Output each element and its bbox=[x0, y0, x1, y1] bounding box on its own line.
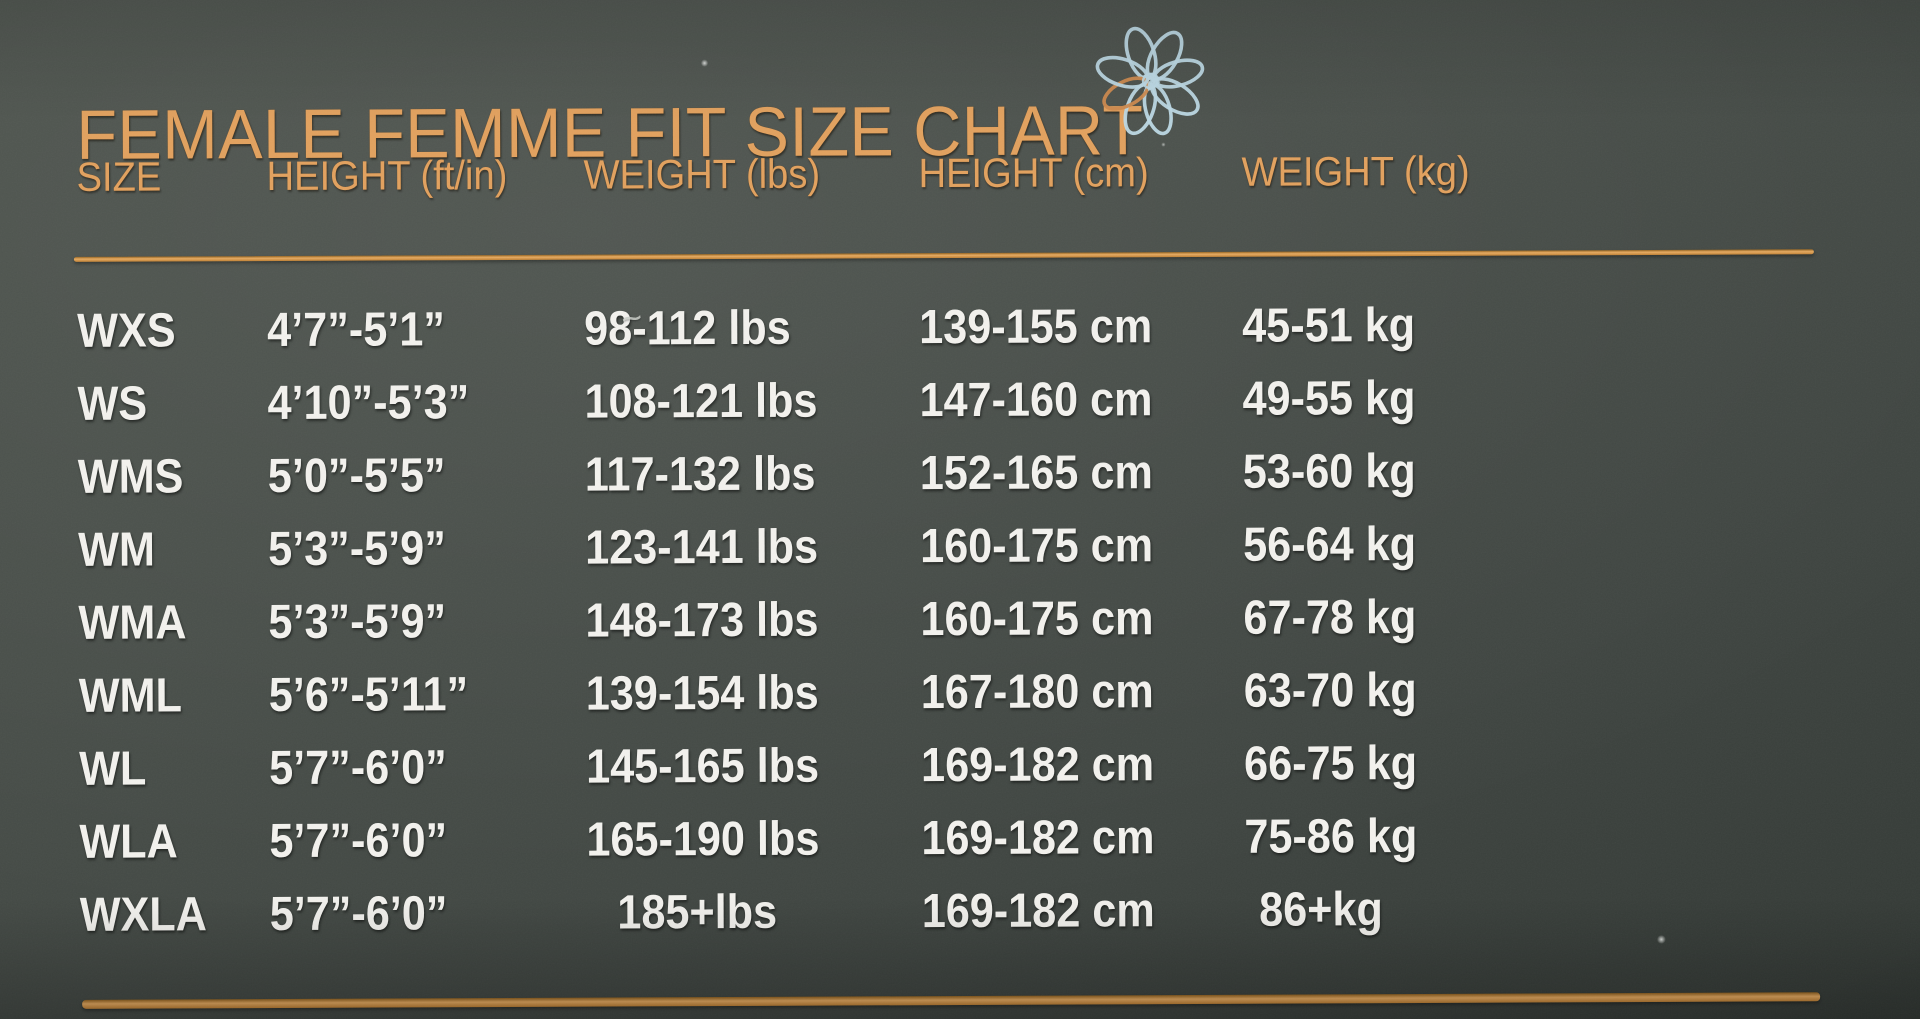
height-ftin-cell: 5’7”-6’0” bbox=[269, 887, 448, 942]
height-ftin-cell: 4’10”-5’3” bbox=[267, 376, 470, 431]
height-ftin-cell: 4’7”-5’1” bbox=[267, 303, 446, 358]
table-row: WXLA 5’7”-6’0” 185+lbs 169-182 cm 86+kg bbox=[2, 871, 1920, 952]
table-row: WMA 5’3”-5’9” 148-173 lbs 160-175 cm 67-78 k… bbox=[0, 579, 1920, 660]
dust-speck bbox=[1426, 175, 1432, 181]
weight-lbs-cell: 185+lbs bbox=[617, 885, 778, 940]
weight-lbs-cell: 148-173 lbs bbox=[585, 593, 819, 648]
column-header: HEIGHT (ft/in) bbox=[266, 151, 508, 200]
table-row: WS 4’10”-5’3” 108-121 lbs 147-160 cm 49-55 k… bbox=[0, 360, 1920, 441]
weight-kg-cell: 86+kg bbox=[1259, 883, 1383, 937]
weight-lbs-cell: 123-141 lbs bbox=[585, 520, 819, 575]
flower-doodle-icon bbox=[1095, 26, 1205, 136]
height-cm-cell: 160-175 cm bbox=[920, 519, 1154, 574]
table-row: WLA 5’7”-6’0” 165-190 lbs 169-182 cm 75-86 k… bbox=[1, 798, 1920, 879]
height-ftin-cell: 5’6”-5’11” bbox=[268, 668, 469, 723]
size-cell: WXS bbox=[77, 304, 176, 358]
bottom-divider bbox=[82, 992, 1821, 1009]
table-row: WM 5’3”-5’9” 123-141 lbs 160-175 cm 56-64 kg bbox=[0, 506, 1920, 587]
size-table: WXS 4’7”-5’1” 98-112 lbs 139-155 cm 45-51 kg… bbox=[0, 287, 1920, 952]
size-cell: WXLA bbox=[79, 888, 208, 942]
height-ftin-cell: 5’3”-5’9” bbox=[268, 595, 447, 650]
height-ftin-cell: 5’0”-5’5” bbox=[267, 449, 446, 504]
height-cm-cell: 160-175 cm bbox=[920, 592, 1154, 647]
size-cell: WM bbox=[78, 523, 156, 577]
size-cell: WLA bbox=[79, 815, 178, 869]
weight-kg-cell: 63-70 kg bbox=[1243, 664, 1417, 718]
table-row: WML 5’6”-5’11” 139-154 lbs 167-180 cm 63-70 … bbox=[1, 652, 1920, 733]
dust-speck bbox=[1161, 142, 1166, 148]
weight-kg-cell: 75-86 kg bbox=[1244, 810, 1418, 864]
dust-speck bbox=[701, 59, 709, 68]
height-cm-cell: 169-182 cm bbox=[921, 738, 1155, 793]
size-cell: WS bbox=[77, 377, 148, 431]
height-cm-cell: 167-180 cm bbox=[920, 665, 1154, 720]
table-row: WMS 5’0”-5’5” 117-132 lbs 152-165 cm 53-60 k… bbox=[0, 433, 1920, 514]
weight-kg-cell: 53-60 kg bbox=[1242, 445, 1416, 499]
size-cell: WML bbox=[78, 669, 183, 723]
dust-speck bbox=[1656, 934, 1666, 944]
weight-kg-cell: 67-78 kg bbox=[1243, 591, 1417, 645]
weight-kg-cell: 49-55 kg bbox=[1242, 372, 1416, 426]
height-cm-cell: 147-160 cm bbox=[919, 373, 1153, 428]
table-row: WL 5’7”-6’0” 145-165 lbs 169-182 cm 66-75 kg bbox=[1, 725, 1920, 806]
weight-lbs-cell: 108-121 lbs bbox=[584, 374, 818, 429]
weight-lbs-cell: 145-165 lbs bbox=[586, 739, 820, 794]
column-header: SIZE bbox=[76, 153, 162, 200]
column-header: WEIGHT (lbs) bbox=[583, 150, 821, 198]
table-row: WXS 4’7”-5’1” 98-112 lbs 139-155 cm 45-51 kg bbox=[0, 287, 1919, 368]
size-cell: WMA bbox=[78, 596, 187, 650]
height-ftin-cell: 5’7”-6’0” bbox=[269, 814, 448, 869]
height-cm-cell: 152-165 cm bbox=[919, 446, 1153, 501]
weight-kg-cell: 66-75 kg bbox=[1243, 737, 1418, 791]
weight-lbs-cell: 139-154 lbs bbox=[585, 666, 819, 721]
height-cm-cell: 169-182 cm bbox=[921, 811, 1155, 866]
size-cell: WL bbox=[79, 742, 147, 796]
weight-kg-cell: 45-51 kg bbox=[1242, 299, 1416, 353]
height-cm-cell: 139-155 cm bbox=[919, 300, 1153, 355]
size-cell: WMS bbox=[77, 450, 184, 504]
header-divider bbox=[73, 249, 1814, 262]
height-cm-cell: 169-182 cm bbox=[921, 884, 1155, 939]
weight-lbs-cell: 165-190 lbs bbox=[586, 812, 820, 867]
table-header-row: SIZE HEIGHT (ft/in) WEIGHT (lbs) HEIGHT (cm… bbox=[0, 146, 1919, 201]
height-ftin-cell: 5’7”-6’0” bbox=[269, 741, 447, 796]
column-header: HEIGHT (cm) bbox=[918, 149, 1149, 197]
weight-lbs-cell: 117-132 lbs bbox=[584, 447, 816, 502]
weight-kg-cell: 56-64 kg bbox=[1243, 518, 1417, 572]
column-header: WEIGHT (kg) bbox=[1241, 147, 1470, 195]
height-ftin-cell: 5’3”-5’9” bbox=[268, 522, 446, 577]
